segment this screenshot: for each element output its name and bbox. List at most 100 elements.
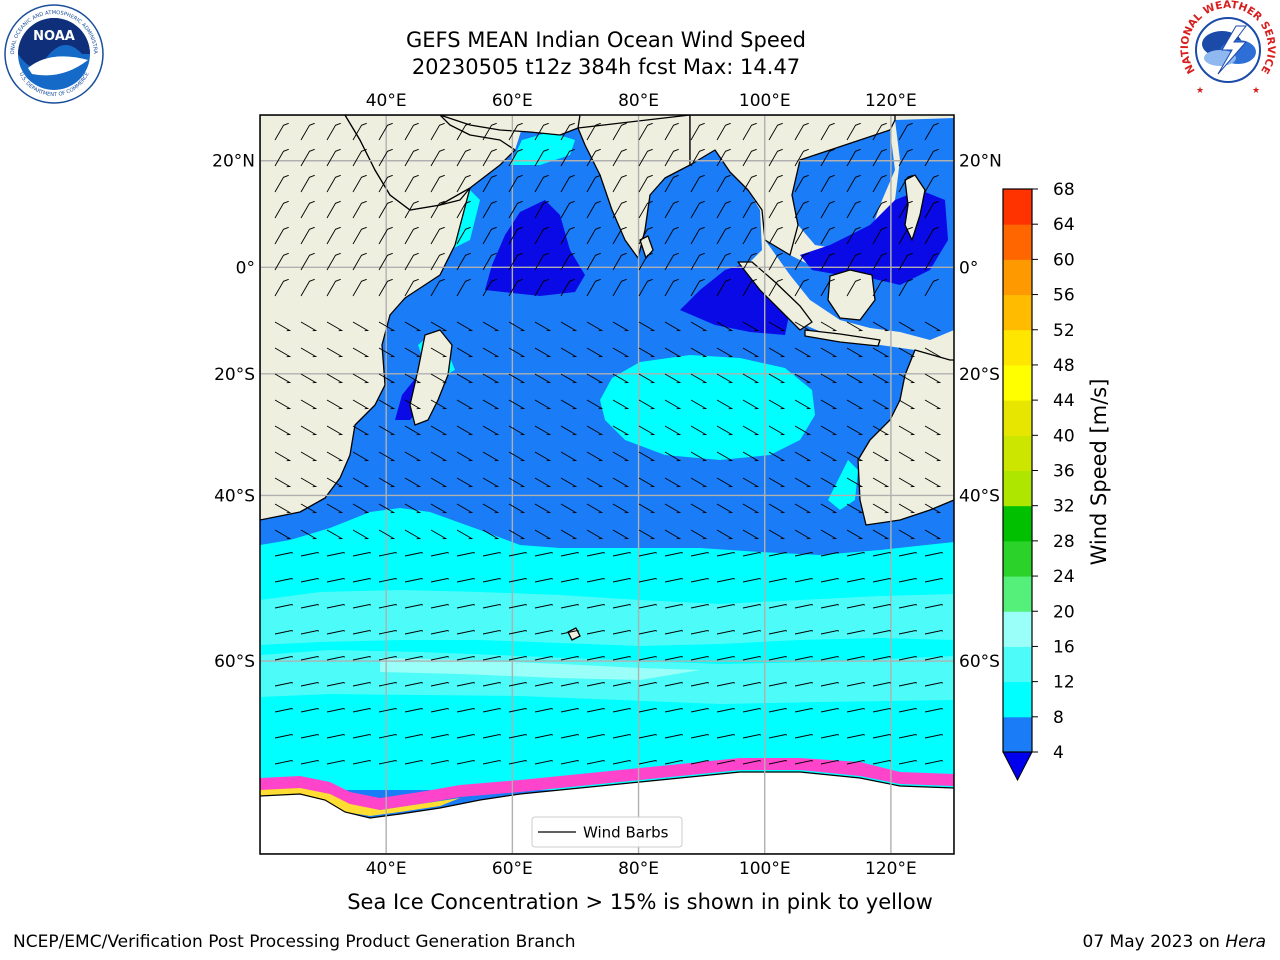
wind-barb-221	[612, 347, 630, 358]
wind-barb-372	[482, 503, 500, 514]
wind-barb-582	[534, 708, 554, 713]
wind-barb-51	[924, 148, 939, 167]
wind-barb-85	[456, 200, 471, 219]
wind-barb-606	[482, 734, 502, 739]
wind-barb-91	[612, 200, 627, 219]
wind-barb-622	[898, 734, 918, 739]
wind-barb-300	[638, 425, 656, 436]
wind-barb-383	[768, 503, 786, 514]
wind-barb-47	[820, 148, 835, 167]
wind-barb-575	[352, 708, 372, 713]
wind-barb-619	[820, 734, 840, 739]
wind-barb-18	[742, 122, 757, 141]
wind-barb-532	[586, 656, 606, 661]
wind-barb-4	[378, 122, 393, 141]
wind-barb-347	[508, 477, 526, 488]
wind-barb-322	[534, 451, 552, 462]
wind-barb-421	[404, 552, 424, 557]
wind-barb-154	[898, 252, 913, 271]
wind-barb-164	[482, 278, 497, 297]
wind-barb-529	[508, 656, 528, 661]
wind-barb-608	[534, 734, 554, 739]
wind-barb-27	[300, 148, 315, 167]
wind-barb-490	[846, 604, 866, 609]
wind-barb-253	[768, 373, 786, 384]
wind-barb-560	[638, 682, 658, 687]
wind-barb-262	[326, 399, 344, 410]
wind-barb-432	[690, 552, 710, 557]
wind-barb-21	[820, 122, 835, 141]
wind-barb-24	[898, 122, 913, 141]
wind-barb-450	[482, 578, 502, 583]
wind-barb-384	[794, 503, 812, 514]
wind-barb-649	[924, 760, 944, 765]
wind-barb-247	[612, 373, 630, 384]
wind-barb-394	[378, 529, 396, 540]
wind-barb-129	[924, 226, 939, 245]
wind-barb-180	[898, 278, 913, 297]
wind-barb-310	[898, 425, 916, 436]
colorbar-tick-label-20: 20	[1053, 602, 1075, 622]
wind-barb-254	[794, 373, 812, 384]
wind-barb-588	[690, 708, 710, 713]
wind-barb-239	[404, 373, 422, 384]
wind-barb-34	[482, 148, 497, 167]
wind-barb-436	[794, 552, 814, 557]
wind-barb-645	[820, 760, 840, 765]
wind-barb-587	[664, 708, 684, 713]
wind-barb-630	[430, 760, 450, 765]
wind-barb-413	[872, 529, 890, 540]
wind-barb-563	[716, 682, 736, 687]
wind-barb-478	[534, 604, 554, 609]
wind-barb-625	[300, 760, 320, 765]
wind-barb-226	[742, 347, 760, 358]
wind-barb-558	[586, 682, 606, 687]
wind-barb-107	[352, 226, 367, 245]
wind-barb-455	[612, 578, 632, 583]
wind-barb-323	[560, 451, 578, 462]
wind-barb-31	[404, 148, 419, 167]
wind-barb-151	[820, 252, 835, 271]
wind-barb-57	[404, 174, 419, 193]
colorbar-tick-label-52: 52	[1053, 321, 1075, 341]
wind-barb-59	[456, 174, 471, 193]
wind-barb-497	[352, 630, 372, 635]
wind-barb-574	[326, 708, 346, 713]
wind-barb-423	[456, 552, 476, 557]
wind-barb-419	[352, 552, 372, 557]
wind-barb-539	[768, 656, 788, 661]
lat-label-right--20: 20°S	[959, 365, 1000, 385]
wind-barb-225	[716, 347, 734, 358]
colorbar-segment-20	[1003, 576, 1032, 612]
wind-barb-219	[560, 347, 578, 358]
wind-barb-603	[404, 734, 424, 739]
wind-barb-591	[768, 708, 788, 713]
wind-barb-246	[586, 373, 604, 384]
wind-barb-197	[664, 321, 682, 332]
colorbar-tick-label-12: 12	[1053, 673, 1075, 693]
wind-barb-294	[482, 425, 500, 436]
wind-barb-481	[612, 604, 632, 609]
wind-barb-106	[326, 226, 341, 245]
wind-barb-203	[820, 321, 838, 332]
wind-barb-370	[430, 503, 448, 514]
colorbar-tick-label-68: 68	[1053, 180, 1075, 200]
wind-barb-62	[534, 174, 549, 193]
wind-barb-346	[482, 477, 500, 488]
lon-label-top-80: 80°E	[618, 91, 659, 111]
wind-barb-443	[300, 578, 320, 583]
wind-barb-95	[716, 200, 731, 219]
wind-barb-70	[742, 174, 757, 193]
wind-barb-581	[508, 708, 528, 713]
wind-barb-364	[274, 503, 292, 514]
wind-barb-78	[274, 200, 289, 219]
wind-barb-399	[508, 529, 526, 540]
wind-barb-29	[352, 148, 367, 167]
wind-barb-508	[638, 630, 658, 635]
wind-barb-498	[378, 630, 398, 635]
wind-barb-165	[508, 278, 523, 297]
colorbar-tick-label-56: 56	[1053, 286, 1075, 306]
wind-barb-555	[508, 682, 528, 687]
wind-barb-451	[508, 578, 528, 583]
wind-barb-551	[404, 682, 424, 687]
